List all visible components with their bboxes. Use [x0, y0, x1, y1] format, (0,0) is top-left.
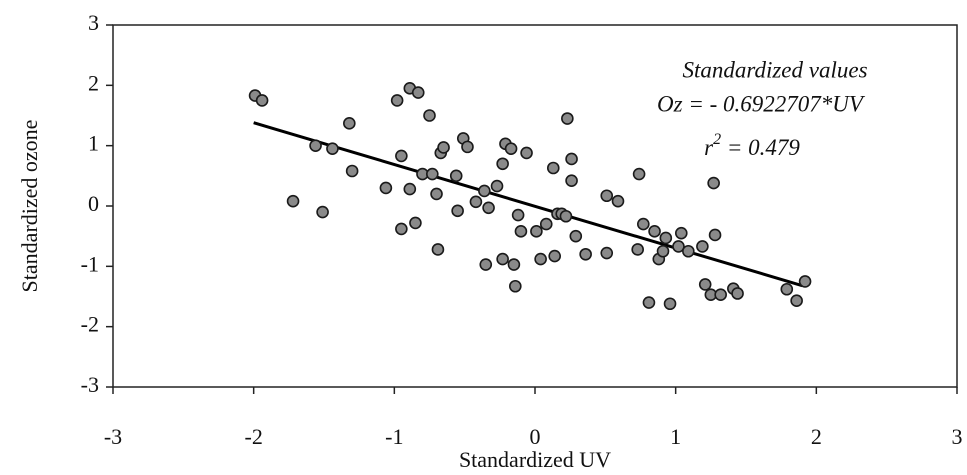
y-tick-label: 0 [88, 191, 99, 216]
point [672, 240, 685, 253]
point [539, 217, 553, 231]
point [309, 139, 322, 152]
x-tick-label: -1 [385, 424, 403, 449]
point [559, 209, 573, 223]
point [326, 142, 339, 155]
point [430, 187, 443, 201]
point [569, 229, 583, 243]
x-tick-label: -3 [104, 424, 122, 449]
point [714, 288, 727, 301]
y-tick-label: -3 [81, 372, 99, 397]
point [798, 275, 812, 288]
point [449, 169, 463, 183]
point [790, 294, 803, 308]
point [403, 182, 417, 196]
point [509, 279, 522, 293]
point [611, 194, 625, 208]
point [631, 243, 644, 256]
point [345, 164, 359, 178]
x-tick-label: 2 [811, 424, 822, 449]
point [731, 287, 744, 300]
point [600, 189, 614, 203]
point [431, 243, 445, 256]
x-tick-label: -2 [245, 424, 263, 449]
y-axis-label: Standardized ozone [17, 120, 42, 293]
point [496, 157, 509, 171]
annotation-part: = 0.479 [721, 135, 800, 160]
point [548, 249, 561, 263]
point [511, 208, 525, 222]
point [659, 231, 673, 245]
point [682, 244, 695, 258]
point [642, 296, 656, 309]
point [395, 149, 408, 163]
x-axis-label: Standardized UV [459, 447, 611, 472]
y-tick-label: 3 [88, 10, 99, 35]
point [530, 225, 543, 238]
point [534, 252, 547, 266]
point [437, 141, 450, 154]
x-tick-label: 1 [670, 424, 681, 449]
annotation: Standardized values [682, 57, 867, 82]
point [632, 167, 646, 181]
point [698, 278, 712, 291]
point [286, 194, 300, 208]
point [426, 167, 439, 181]
point [343, 117, 356, 130]
point [496, 252, 509, 266]
y-tick-label: 2 [88, 70, 99, 95]
point [411, 86, 425, 99]
point [674, 226, 688, 240]
point [708, 228, 722, 242]
point [478, 184, 491, 198]
point [514, 225, 528, 238]
point [504, 142, 518, 155]
point [637, 217, 650, 231]
point [255, 94, 269, 107]
point [316, 205, 329, 219]
point [780, 282, 794, 296]
annotation-part: r [704, 135, 714, 160]
x-tick-label: 0 [530, 424, 541, 449]
point [507, 258, 521, 271]
point [565, 174, 578, 187]
annotation: Oz = - 0.6922707*UV [657, 91, 866, 116]
point [648, 225, 661, 238]
point [390, 94, 404, 107]
point [409, 216, 422, 230]
point [600, 246, 614, 260]
point [490, 179, 504, 193]
x-tick-label: 3 [952, 424, 963, 449]
y-tick-label: -1 [81, 251, 99, 276]
point [546, 161, 560, 175]
point [482, 201, 495, 215]
point [395, 222, 408, 236]
point [696, 240, 709, 253]
point [579, 247, 592, 261]
point [379, 181, 393, 195]
point [469, 195, 483, 209]
point [656, 244, 670, 258]
annotation: r2 = 0.479 [704, 131, 800, 161]
y-tick-label: 1 [88, 131, 99, 156]
point [451, 204, 464, 218]
point [423, 109, 436, 122]
point [520, 146, 533, 160]
point [565, 152, 578, 166]
fit-line [253, 121, 803, 288]
point [461, 140, 474, 154]
y-tick-label: -2 [81, 312, 99, 337]
point [707, 176, 720, 190]
point [479, 258, 493, 271]
point [561, 112, 574, 125]
point [663, 297, 677, 311]
annotation-part: 2 [713, 131, 721, 148]
